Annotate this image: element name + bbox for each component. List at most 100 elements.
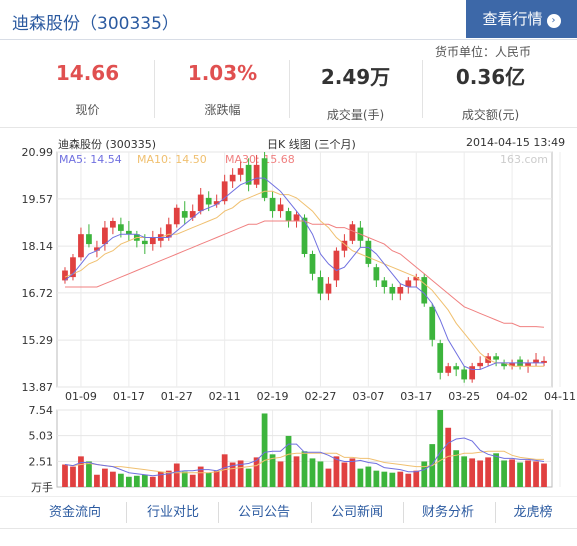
volume-bar	[381, 471, 388, 487]
nav-industry-compare[interactable]: 行业对比	[146, 505, 199, 520]
volume-bar	[533, 461, 539, 487]
volume-bar	[485, 457, 492, 487]
volume-tick-label: 2.51	[29, 455, 54, 468]
candle-body	[421, 277, 428, 304]
volume-bar	[525, 460, 531, 487]
candle-body	[237, 168, 244, 175]
volume-bar	[405, 473, 412, 487]
header: 迪森股份（300335） 查看行情 ›	[0, 0, 577, 40]
volume-tick-label: 5.03	[29, 430, 54, 443]
date-tick-label: 04-02	[496, 390, 528, 403]
volume-bar	[149, 476, 156, 487]
volume-bar	[509, 459, 515, 487]
price-tick-label: 13.87	[22, 381, 54, 394]
nav-fund-flow[interactable]: 资金流向	[48, 505, 101, 520]
volume-bar	[94, 474, 100, 487]
volume-bar	[437, 410, 444, 487]
volume-tick-label: 7.54	[29, 404, 54, 417]
volume-bar	[277, 461, 284, 487]
volume-bar	[157, 471, 164, 487]
currency-label: 货币单位：人民币	[434, 45, 531, 59]
volume-bar	[389, 472, 396, 487]
stat-volume-value: 2.49万	[320, 65, 391, 89]
candle-body	[117, 224, 124, 231]
stat-divider	[422, 60, 423, 118]
ma5-legend: MA5: 14.54	[59, 153, 122, 166]
stat-change-label: 涨跌幅	[204, 103, 241, 117]
candle-body	[365, 240, 372, 264]
candle-body	[525, 362, 531, 367]
footer-separator	[403, 502, 404, 523]
footer-separator	[218, 502, 219, 523]
candle-body	[397, 286, 404, 294]
volume-bar	[453, 450, 460, 487]
volume-unit-label: 万手	[31, 480, 53, 494]
volume-bar	[269, 454, 276, 487]
volume-bar	[213, 470, 220, 487]
volume-bar	[461, 456, 468, 487]
date-tick-label: 02-19	[257, 390, 289, 403]
stat-change-value: 1.03%	[187, 61, 258, 85]
volume-bar	[221, 454, 228, 487]
view-quote-label: 查看行情	[482, 10, 543, 28]
volume-bar	[501, 460, 507, 487]
volume-ma5-line	[64, 437, 545, 477]
candle-body	[94, 247, 100, 251]
candle-body	[381, 280, 388, 287]
candle-body	[349, 224, 356, 241]
price-tick-label: 19.57	[22, 193, 54, 206]
candle-body	[189, 211, 196, 218]
volume-bar	[477, 460, 484, 487]
candle-body	[102, 227, 108, 245]
stat-volume: 2.49万 成交量(手)	[288, 56, 423, 122]
volume-bar	[469, 458, 476, 487]
volume-ma10-line	[64, 450, 544, 474]
volume-bar	[78, 456, 84, 487]
candle-body	[181, 211, 188, 218]
candle-body	[477, 362, 484, 367]
volume-bar	[86, 461, 92, 487]
volume-bar	[413, 470, 420, 487]
price-tick-label: 20.99	[22, 146, 54, 159]
footer-separator	[126, 502, 127, 523]
view-quote-button[interactable]: 查看行情 ›	[466, 0, 577, 38]
stat-turnover-label: 成交额(元)	[461, 108, 520, 122]
candle-body	[493, 356, 499, 360]
volume-bar	[70, 466, 76, 487]
date-tick-label: 03-25	[448, 390, 480, 403]
candle-body	[461, 369, 468, 380]
volume-bar	[357, 468, 364, 487]
candle-body	[445, 366, 452, 373]
candle-body	[78, 234, 84, 258]
candle-body	[86, 234, 92, 245]
stat-divider	[289, 60, 290, 118]
volume-bar	[309, 458, 316, 487]
stat-divider	[154, 60, 155, 118]
volume-bar	[181, 471, 188, 487]
volume-bar	[445, 427, 452, 487]
candle-body	[205, 197, 212, 205]
candle-body	[165, 224, 172, 238]
footer-bottom-line	[0, 528, 577, 529]
watermark-text: 163.com	[500, 153, 548, 166]
volume-bar	[517, 462, 523, 487]
candle-body	[253, 164, 260, 185]
ma30-legend: MA30: 15.68	[225, 153, 295, 166]
nav-company-news[interactable]: 公司新闻	[330, 505, 383, 520]
volume-bar	[293, 456, 300, 487]
candle-body	[469, 366, 476, 380]
date-tick-label: 04-11	[544, 390, 576, 403]
stat-turnover-value: 0.36亿	[455, 65, 526, 89]
candle-body	[501, 362, 507, 367]
candle-body	[429, 306, 436, 340]
nav-financial-analysis[interactable]: 财务分析	[421, 505, 474, 520]
price-tick-label: 16.72	[22, 287, 54, 300]
volume-bar	[197, 466, 204, 487]
ma10-legend: MA10: 14.50	[137, 153, 207, 166]
nav-company-announcements[interactable]: 公司公告	[237, 505, 290, 520]
volume-bar	[110, 471, 116, 487]
nav-dragon-tiger[interactable]: 龙虎榜	[513, 505, 553, 520]
candle-body	[333, 250, 340, 281]
candle-body	[221, 181, 228, 202]
candle-body	[389, 286, 396, 294]
